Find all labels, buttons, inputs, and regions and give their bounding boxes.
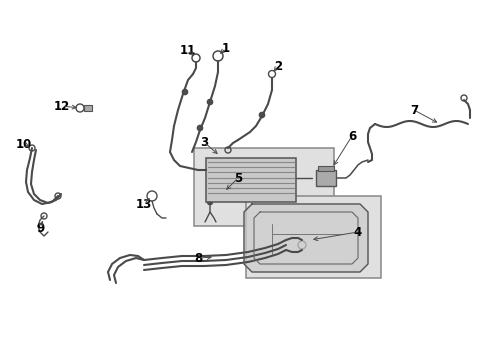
Circle shape (260, 112, 265, 117)
Text: 3: 3 (200, 135, 208, 148)
Bar (84, 105, 92, 111)
Text: 5: 5 (234, 171, 242, 184)
Circle shape (207, 199, 213, 204)
Text: 11: 11 (180, 44, 196, 57)
Text: 8: 8 (194, 252, 202, 265)
Polygon shape (244, 204, 368, 272)
Text: 6: 6 (348, 130, 356, 143)
Text: 1: 1 (222, 41, 230, 54)
Text: 12: 12 (54, 99, 70, 112)
Text: 4: 4 (354, 225, 362, 238)
Bar (318, 166, 334, 171)
Circle shape (197, 126, 202, 130)
Text: 9: 9 (36, 221, 44, 234)
Bar (206, 158, 296, 202)
Text: 10: 10 (16, 138, 32, 150)
Text: 7: 7 (410, 104, 418, 117)
Bar (194, 148, 334, 226)
Bar (316, 170, 336, 186)
Text: 2: 2 (274, 59, 282, 72)
Text: 13: 13 (136, 198, 152, 211)
Bar (246, 196, 381, 278)
Circle shape (182, 90, 188, 94)
Circle shape (207, 99, 213, 104)
